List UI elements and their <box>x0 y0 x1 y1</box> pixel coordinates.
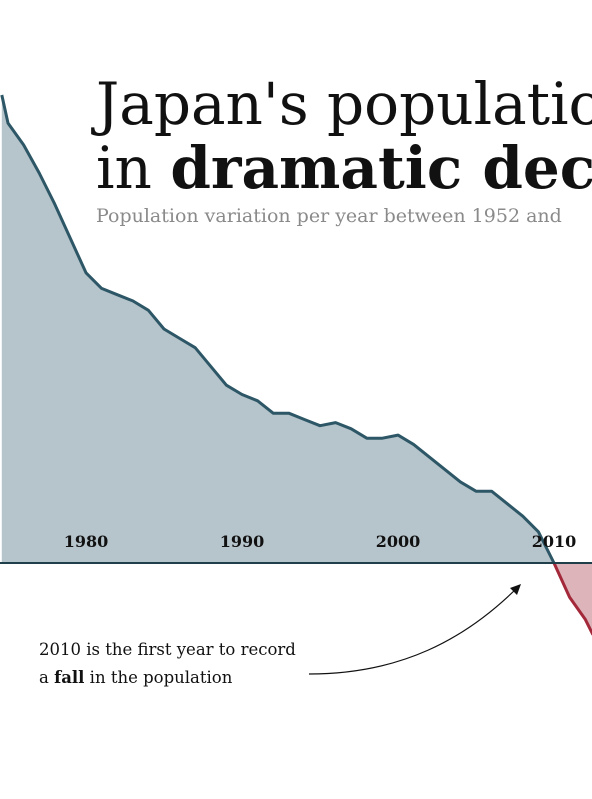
annotation-arrow <box>308 585 520 675</box>
chart-subtitle: Population variation per year between 19… <box>96 205 562 227</box>
area-layer <box>0 94 592 636</box>
annotation-line2-prefix: a <box>39 668 55 687</box>
x-axis-ticks: 1980 1990 2000 2010 <box>64 532 577 551</box>
growth-area <box>1 95 555 563</box>
x-tick-label: 1980 <box>64 532 109 551</box>
title-line1: Japan's population <box>96 70 592 138</box>
annotation-arrowhead <box>510 584 521 595</box>
title-line2-prefix: in <box>96 134 171 202</box>
x-tick-label: 1990 <box>220 532 265 551</box>
annotation-line1: 2010 is the first year to record <box>39 640 296 659</box>
annotation-line2-suffix: in the population <box>84 668 233 687</box>
decline-line <box>552 562 592 636</box>
title-line2-bold: dramatic decline <box>170 134 592 202</box>
x-tick-label: 2000 <box>376 532 421 551</box>
growth-line <box>0 94 556 564</box>
annotation-line2-bold: fall <box>54 668 85 687</box>
x-tick-label: 2010 <box>532 532 577 551</box>
annotation-text: 2010 is the first year to record a fall i… <box>39 636 296 692</box>
